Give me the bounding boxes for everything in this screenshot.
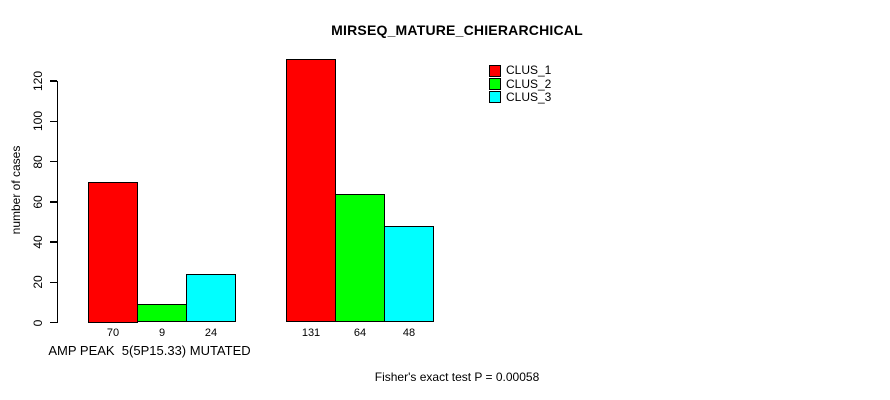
bar-value-label: 24 [204, 327, 218, 339]
bar-value-label: 48 [402, 327, 416, 339]
bar-group1-clus-2 [137, 304, 187, 323]
y-tick-label: 60 [31, 195, 45, 209]
fisher-test-annotation: Fisher's exact test P = 0.00058 [374, 370, 540, 384]
legend-item-clus-3: CLUS_3 [489, 89, 552, 104]
y-tick-mark [50, 160, 57, 163]
bar-value-label: 70 [106, 327, 120, 339]
legend-item-label: CLUS_1 [506, 63, 552, 78]
y-tick-mark [50, 281, 57, 283]
chart-title: MIRSEQ_MATURE_CHIERARCHICAL [331, 22, 583, 38]
bar-group2-clus-2 [335, 193, 385, 323]
y-axis-title: number of cases [9, 145, 23, 235]
bar-value-label: 131 [301, 327, 321, 339]
x-group-label: AMP PEAK 5(5P15.33) MUTATED [48, 343, 251, 358]
y-tick-mark [50, 80, 57, 82]
y-tick-label: 100 [31, 111, 45, 132]
bar-group2-clus-1 [286, 58, 336, 323]
bar-group1-clus-1 [88, 181, 138, 323]
legend-color-swatch [489, 91, 501, 104]
legend-color-swatch [489, 64, 501, 77]
y-tick-label: 20 [31, 275, 45, 289]
y-tick-label: 80 [31, 154, 45, 169]
bar-value-label: 64 [353, 327, 367, 339]
legend-item-label: CLUS_3 [506, 89, 552, 104]
y-tick-mark [50, 241, 57, 243]
legend: CLUS_1 CLUS_2 CLUS_3 [489, 64, 551, 104]
y-tick-mark [50, 201, 57, 203]
bar-group2-clus-3 [384, 225, 434, 323]
y-tick-label: 40 [31, 235, 45, 249]
y-tick-mark [50, 120, 57, 122]
legend-item-clus-2: CLUS_2 [489, 76, 552, 91]
legend-item-clus-1: CLUS_1 [489, 64, 551, 77]
y-axis-line [56, 81, 58, 323]
y-tick-label: 120 [31, 70, 45, 92]
bar-group1-clus-3 [186, 274, 236, 323]
y-tick-mark [50, 321, 57, 324]
legend-color-swatch [489, 78, 501, 91]
legend-item-label: CLUS_2 [506, 76, 552, 91]
bar-value-label: 9 [158, 327, 166, 339]
y-tick-label: 0 [31, 319, 45, 326]
